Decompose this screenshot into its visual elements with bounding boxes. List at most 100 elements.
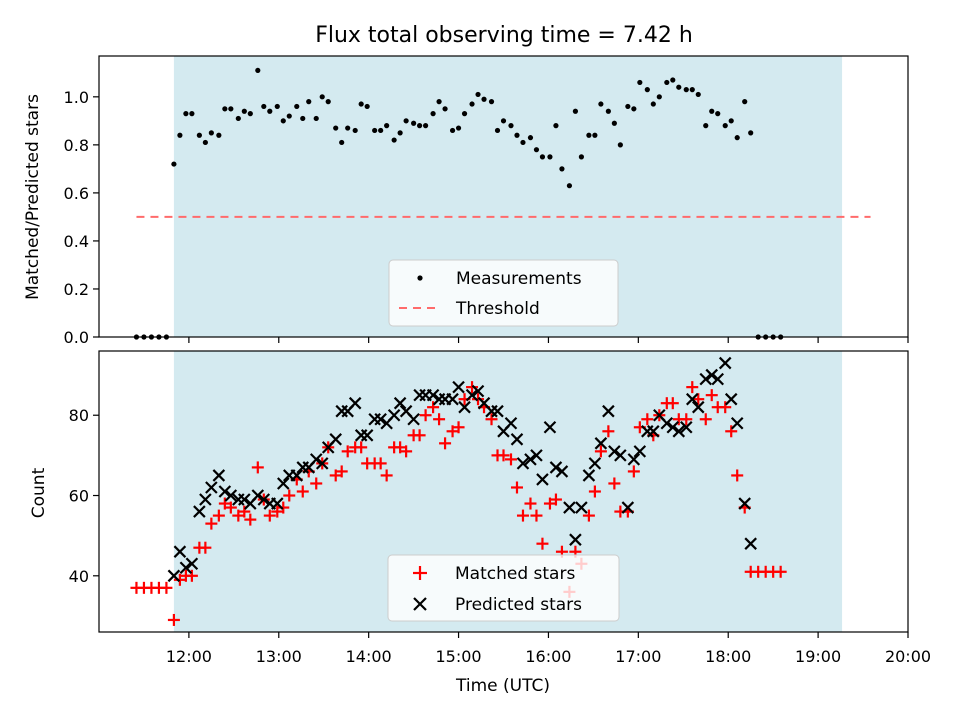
predicted-star-point (387, 408, 401, 422)
predicted-star-point (569, 533, 582, 546)
matched-star-point (283, 489, 296, 502)
predicted-star-point (711, 372, 725, 386)
measurement-point (280, 118, 286, 124)
measurement-point (313, 115, 319, 122)
measurement-point (436, 99, 442, 105)
predicted-star-point (173, 545, 187, 558)
bottom-y-axis-label: Count (29, 467, 49, 518)
top-y-tick-label: 0.4 (64, 232, 89, 251)
measurement-point (364, 103, 370, 110)
bottom-panel: 40 60 80 12:00 13:00 14:00 15:00 16:00 17:00 18:… (29, 350, 931, 696)
measurement-point (475, 91, 481, 98)
matched-star-point (608, 477, 621, 490)
measurement-point (611, 120, 617, 126)
matched-star-point (335, 465, 348, 478)
matched-star-point (296, 485, 309, 498)
measurement-point (306, 99, 312, 105)
top-y-tick-label: 0.0 (64, 328, 89, 347)
legend-matched-label: Matched stars (455, 564, 575, 584)
matched-star-point (725, 425, 738, 438)
measurement-point (547, 154, 553, 160)
predicted-star-point (614, 449, 627, 462)
measurement-point (422, 123, 429, 129)
measurement-point (695, 91, 701, 98)
measurement-point (333, 125, 339, 131)
matched-star-point (167, 613, 180, 626)
measurement-point (598, 101, 604, 107)
measurement-point (325, 99, 331, 105)
predicted-star-point (602, 404, 615, 418)
measurement-point (527, 135, 534, 141)
measurement-point (553, 123, 559, 129)
predicted-star-point (458, 400, 471, 414)
measurement-point (670, 77, 676, 83)
predicted-star-point (179, 561, 193, 575)
predicted-star-point (465, 388, 479, 402)
predicted-star-point (724, 392, 738, 406)
measurement-point (391, 137, 397, 143)
predicted-star-point (315, 457, 329, 470)
legend-threshold-label: Threshold (455, 299, 540, 319)
measurement-point (397, 130, 403, 136)
measurement-point (352, 127, 358, 134)
predicted-star-point (621, 501, 635, 514)
bottom-x-ticks: 12:00 13:00 14:00 15:00 16:00 17:00 18:00 19:00… (166, 632, 931, 666)
matched-star-point (433, 413, 446, 426)
bottom-legend: Matched stars Predicted stars (387, 554, 620, 622)
bottom-x-tick-label: 20:00 (885, 647, 931, 666)
measurement-point (241, 108, 247, 114)
measurement-point (196, 132, 202, 138)
matched-star-point (341, 445, 354, 458)
measurement-point (442, 106, 448, 112)
top-x-ticks (188, 337, 909, 343)
predicted-star-point (516, 457, 530, 470)
matched-star-point (524, 497, 537, 510)
legend-predicted-label: Predicted stars (455, 595, 582, 615)
predicted-star-point (691, 400, 705, 414)
predicted-star-point (536, 473, 549, 486)
measurement-point (378, 127, 384, 134)
predicted-stars-points (167, 356, 757, 583)
measurement-point (586, 132, 592, 138)
bottom-y-tick-label: 60 (69, 487, 89, 506)
predicted-star-point (471, 384, 485, 398)
predicted-star-point (575, 501, 588, 514)
measurement-point (514, 132, 520, 138)
matched-star-point (238, 505, 251, 518)
predicted-star-point (543, 420, 557, 434)
measurement-point (345, 125, 351, 131)
measurement-point (171, 161, 177, 167)
measurement-point (358, 101, 364, 107)
measurement-point (676, 84, 682, 90)
predicted-star-point (329, 433, 342, 446)
measurement-point (319, 94, 325, 100)
predicted-star-point (167, 569, 181, 583)
predicted-star-point (374, 412, 387, 426)
legend-predicted-marker (413, 597, 427, 611)
measurement-point (261, 103, 267, 110)
measurement-point (255, 67, 261, 74)
bottom-y-ticks: 40 60 80 (69, 406, 99, 586)
measurement-point (449, 127, 456, 134)
measurement-point (294, 103, 300, 110)
matched-star-point (310, 477, 323, 490)
matched-star-point (536, 537, 549, 550)
predicted-star-point (309, 453, 323, 466)
predicted-star-point (452, 380, 465, 394)
matched-star-point (439, 437, 452, 450)
legend-measurements-label: Measurements (456, 269, 582, 289)
matched-star-point (452, 421, 465, 434)
matched-star-point (641, 413, 654, 426)
matched-star-point (510, 481, 523, 494)
matched-star-point (400, 445, 413, 458)
measurement-point (650, 101, 656, 107)
measurement-point (274, 103, 280, 110)
measurement-point (709, 108, 715, 114)
measurement-point (631, 106, 637, 112)
predicted-star-point (251, 489, 265, 502)
measurement-point (403, 118, 409, 124)
matched-star-point (185, 569, 198, 582)
bottom-x-tick-label: 17:00 (615, 647, 661, 666)
matched-star-point (719, 401, 732, 414)
